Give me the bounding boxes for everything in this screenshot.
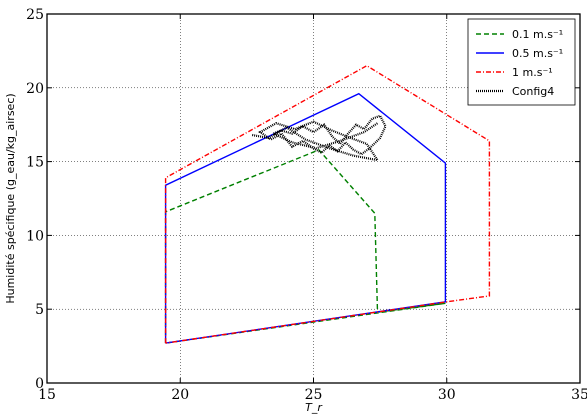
x-axis-label: T_r (305, 401, 323, 414)
legend-label-0: 0.1 m.s⁻¹ (512, 28, 563, 41)
y-axis-label: Humidité spécifique (g_eau/kg_airsec) (4, 93, 17, 303)
y-tick-label-5: 25 (26, 7, 44, 23)
y-tick-label-0: 0 (35, 376, 44, 392)
x-tick-label-4: 35 (571, 387, 587, 403)
y-tick-label-2: 10 (26, 228, 44, 244)
ticks: 15 20 25 30 35 0 5 10 15 20 25 (26, 7, 587, 403)
series-line-1 (164, 92, 447, 344)
legend: 0.1 m.s⁻¹ 0.5 m.s⁻¹ 1 m.s⁻¹ Config4 (467, 18, 576, 106)
x-tick-label-3: 30 (438, 387, 456, 403)
x-tick-label-1: 20 (171, 387, 189, 403)
y-tick-label-3: 15 (26, 155, 44, 171)
legend-label-2: 1 m.s⁻¹ (512, 66, 553, 79)
series-layer (164, 64, 491, 344)
y-tick-label-1: 5 (35, 302, 44, 318)
legend-label-1: 0.5 m.s⁻¹ (512, 47, 563, 60)
x-tick-label-2: 25 (305, 387, 323, 403)
series-line-0 (164, 148, 446, 344)
axis-labels: T_r Humidité spécifique (g_eau/kg_airsec) (4, 93, 323, 414)
series-line-2 (164, 64, 491, 344)
legend-label-3: Config4 (512, 85, 554, 98)
x-tick-label-0: 15 (38, 387, 56, 403)
series-line-3 (251, 114, 387, 162)
y-tick-label-4: 20 (26, 81, 44, 97)
